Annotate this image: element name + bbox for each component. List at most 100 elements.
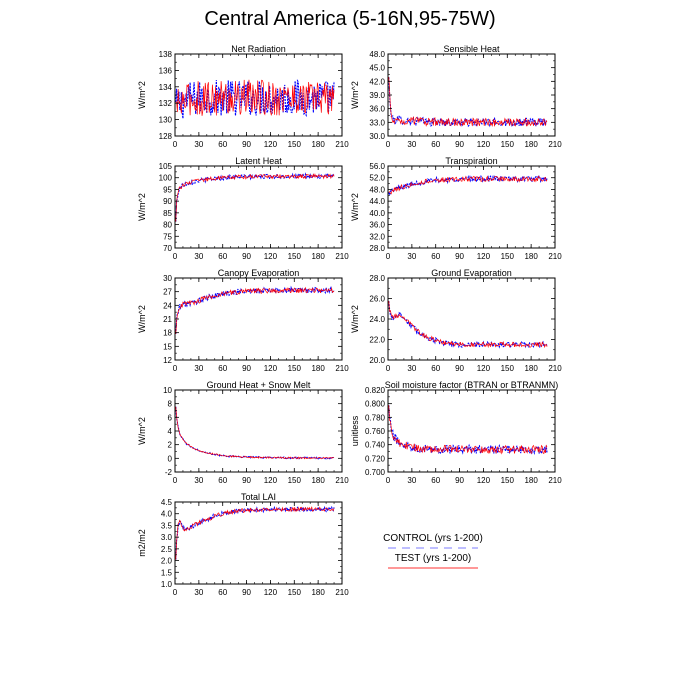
x-tick-label: 180 xyxy=(311,588,325,597)
series-line-test xyxy=(388,175,548,195)
x-tick-label: 0 xyxy=(173,140,178,149)
x-tick-label: 210 xyxy=(548,364,562,373)
x-tick-label: 90 xyxy=(242,252,251,261)
y-tick-label: 20.0 xyxy=(369,356,385,365)
panel-title: Transpiration xyxy=(445,156,497,166)
x-tick-label: 210 xyxy=(548,476,562,485)
legend: CONTROL (yrs 1-200) TEST (yrs 1-200) xyxy=(383,533,483,569)
x-tick-label: 0 xyxy=(173,476,178,485)
x-tick-label: 150 xyxy=(501,364,515,373)
x-tick-label: 120 xyxy=(264,476,278,485)
panel-title: Ground Heat + Snow Melt xyxy=(207,380,311,390)
legend-label: CONTROL (yrs 1-200) xyxy=(383,533,483,544)
panel-6: 0 30 60 90 120 150 180 210 20.0 22.0 24.0 26.0 28.0 G… xyxy=(350,268,562,373)
y-tick-label: 90 xyxy=(163,197,172,206)
plot-frame xyxy=(387,277,556,361)
y-tick-label: 52.0 xyxy=(369,174,385,183)
y-tick-label: 0 xyxy=(168,454,173,463)
y-axis-label: W/m^2 xyxy=(137,193,147,221)
y-axis-label: W/m^2 xyxy=(350,193,360,221)
series-line-control xyxy=(388,405,548,456)
y-tick-label: 33.0 xyxy=(369,118,385,127)
y-tick-label: 4.0 xyxy=(161,510,173,519)
x-tick-label: 60 xyxy=(218,364,227,373)
panel-title: Soil moisture factor (BTRAN or BTRANMN) xyxy=(385,380,559,390)
x-tick-label: 0 xyxy=(386,252,391,261)
y-tick-label: -2 xyxy=(165,468,173,477)
x-tick-label: 150 xyxy=(288,364,302,373)
panel-4: 0 30 60 90 120 150 180 210 28.0 32.0 36.0 40.0 44.0 4… xyxy=(350,156,562,261)
y-tick-label: 4.5 xyxy=(161,498,173,507)
panel-title: Total LAI xyxy=(241,492,276,502)
y-tick-label: 42.0 xyxy=(369,77,385,86)
y-tick-label: 6 xyxy=(168,413,173,422)
y-tick-label: 105 xyxy=(159,162,173,171)
x-tick-label: 150 xyxy=(501,140,515,149)
y-tick-label: 0.700 xyxy=(365,468,386,477)
x-tick-label: 150 xyxy=(288,140,302,149)
x-tick-label: 90 xyxy=(455,364,464,373)
x-tick-label: 150 xyxy=(501,476,515,485)
panel-title: Canopy Evaporation xyxy=(218,268,300,278)
panel-1: 0 30 60 90 120 150 180 210 128 130 132 134 136 138 Net… xyxy=(137,44,349,149)
y-tick-label: 18 xyxy=(163,329,172,338)
y-tick-label: 80 xyxy=(163,221,172,230)
y-tick-label: 24 xyxy=(163,301,172,310)
y-tick-label: 3.5 xyxy=(161,521,173,530)
y-tick-label: 136 xyxy=(159,66,173,75)
x-tick-label: 60 xyxy=(218,476,227,485)
x-tick-label: 180 xyxy=(524,252,538,261)
series-line-test xyxy=(175,286,335,334)
plot-frame xyxy=(174,501,343,585)
y-tick-label: 30 xyxy=(163,274,172,283)
x-tick-label: 180 xyxy=(311,140,325,149)
x-tick-label: 0 xyxy=(386,364,391,373)
y-axis-label: W/m^2 xyxy=(350,305,360,333)
x-tick-label: 150 xyxy=(501,252,515,261)
y-tick-label: 100 xyxy=(159,174,173,183)
y-axis-label: unitless xyxy=(350,415,360,446)
x-tick-label: 0 xyxy=(173,364,178,373)
series-line-control xyxy=(388,77,548,128)
y-tick-label: 36.0 xyxy=(369,105,385,114)
y-tick-label: 4 xyxy=(168,427,173,436)
x-tick-label: 180 xyxy=(524,140,538,149)
x-tick-label: 90 xyxy=(242,364,251,373)
x-tick-label: 90 xyxy=(242,588,251,597)
y-tick-label: 70 xyxy=(163,244,172,253)
y-tick-label: 40.0 xyxy=(369,209,385,218)
x-tick-label: 120 xyxy=(477,364,491,373)
series-line-control xyxy=(175,285,335,334)
x-tick-label: 120 xyxy=(264,140,278,149)
y-tick-label: 12 xyxy=(163,356,172,365)
x-tick-label: 30 xyxy=(194,252,203,261)
x-tick-label: 180 xyxy=(311,252,325,261)
y-tick-label: 44.0 xyxy=(369,197,385,206)
y-tick-label: 2 xyxy=(168,441,173,450)
x-tick-label: 180 xyxy=(311,476,325,485)
x-tick-label: 180 xyxy=(524,364,538,373)
y-tick-label: 56.0 xyxy=(369,162,385,171)
x-tick-label: 90 xyxy=(455,252,464,261)
panel-5: 0 30 60 90 120 150 180 210 12 15 18 21 24 27 30 Canopy … xyxy=(137,268,349,373)
x-tick-label: 210 xyxy=(548,252,562,261)
y-tick-label: 95 xyxy=(163,185,172,194)
plot-frame xyxy=(387,389,556,473)
x-tick-label: 0 xyxy=(386,140,391,149)
y-tick-label: 30.0 xyxy=(369,132,385,141)
x-tick-label: 210 xyxy=(335,140,349,149)
y-tick-label: 32.0 xyxy=(369,232,385,241)
y-tick-label: 48.0 xyxy=(369,50,385,59)
x-tick-label: 30 xyxy=(194,364,203,373)
panel-title: Ground Evaporation xyxy=(431,268,512,278)
series-line-control xyxy=(388,301,548,349)
legend-label: TEST (yrs 1-200) xyxy=(395,553,472,564)
y-axis-label: W/m^2 xyxy=(350,81,360,109)
y-tick-label: 0.780 xyxy=(365,413,386,422)
y-tick-label: 138 xyxy=(159,50,173,59)
y-axis-label: m2/m2 xyxy=(137,529,147,557)
y-tick-label: 39.0 xyxy=(369,91,385,100)
y-tick-label: 8 xyxy=(168,400,173,409)
